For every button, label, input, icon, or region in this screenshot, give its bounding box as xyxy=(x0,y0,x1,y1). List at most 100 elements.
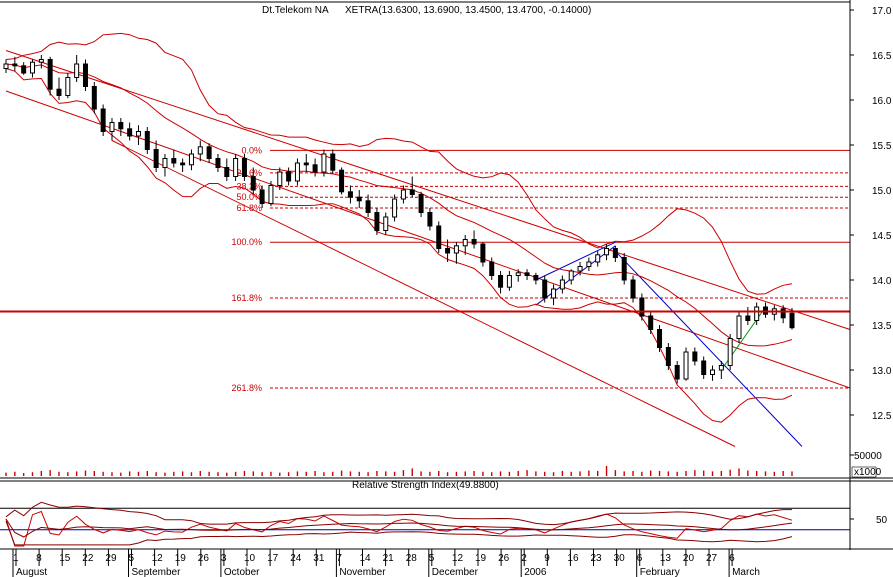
candle-body xyxy=(347,191,353,198)
candle xyxy=(657,325,663,352)
candle xyxy=(180,158,186,172)
band-upper xyxy=(5,32,793,295)
candle-body xyxy=(453,245,459,254)
candle xyxy=(21,62,27,75)
candle-body xyxy=(710,369,716,375)
candle-body xyxy=(577,266,583,272)
day-tick-label: 12 xyxy=(152,553,164,564)
candle-body xyxy=(789,312,795,329)
candle-body xyxy=(701,360,707,375)
candle-body xyxy=(118,122,124,130)
candle-body xyxy=(29,61,35,74)
candle-body xyxy=(82,63,88,87)
candle-body xyxy=(648,315,654,330)
candle xyxy=(692,347,698,366)
candle xyxy=(197,140,203,162)
fib-level-label: 261.8% xyxy=(231,383,262,393)
candle-body xyxy=(312,164,318,173)
candle xyxy=(533,272,539,285)
month-tick-label: February xyxy=(640,567,680,577)
candle xyxy=(144,127,150,154)
candle xyxy=(701,356,707,379)
candle xyxy=(56,77,62,100)
rally-line-blue-upper xyxy=(535,241,616,281)
price-tick-label: 17.0 xyxy=(872,6,892,17)
candle-body xyxy=(383,216,389,231)
day-tick-label: 16 xyxy=(567,553,579,564)
candle-body xyxy=(365,200,371,214)
candle-body xyxy=(100,108,106,132)
price-tick-label: 13.5 xyxy=(872,321,892,332)
candle xyxy=(303,154,309,172)
candle-body xyxy=(277,171,283,186)
candle-body xyxy=(162,158,168,168)
day-tick-label: 26 xyxy=(198,553,210,564)
candle xyxy=(259,185,265,208)
candle xyxy=(188,149,194,171)
candle-body xyxy=(515,272,521,276)
day-tick-label: 24 xyxy=(290,553,302,564)
candle xyxy=(427,208,433,231)
day-tick-label: 17 xyxy=(267,553,279,564)
candle-body xyxy=(171,158,177,164)
day-tick-label: 21 xyxy=(383,553,395,564)
candle xyxy=(524,269,530,280)
candle-body xyxy=(604,248,610,256)
candle-body xyxy=(135,131,141,137)
candle xyxy=(665,343,671,370)
candle xyxy=(551,284,557,306)
rsi-line xyxy=(5,510,793,547)
rsi-panel: 50 xyxy=(0,501,888,547)
fib-level-label: 50.0% xyxy=(236,192,262,202)
candle xyxy=(612,245,618,262)
candle xyxy=(321,149,327,177)
candle xyxy=(453,242,459,264)
candle-body xyxy=(65,77,71,96)
candle-body xyxy=(303,162,309,166)
day-tick-label: 31 xyxy=(313,553,325,564)
candle xyxy=(489,257,495,280)
candle xyxy=(604,244,610,261)
candle xyxy=(745,307,751,325)
chart-quote: XETRA(13.6300, 13.6900, 13.4500, 13.4700… xyxy=(345,5,591,16)
candle-body xyxy=(215,158,221,168)
month-tick-label: November xyxy=(339,567,386,577)
candle xyxy=(233,154,239,181)
rsi-band-lower xyxy=(5,521,793,546)
day-tick-label: 9 xyxy=(544,553,550,564)
candle-body xyxy=(665,347,671,366)
candle-body xyxy=(718,365,724,371)
candle xyxy=(3,59,9,73)
candle xyxy=(47,56,53,96)
candle xyxy=(392,194,398,222)
day-tick-label: 22 xyxy=(82,553,94,564)
candle xyxy=(312,158,318,177)
candle-body xyxy=(489,261,495,276)
rsi-tick-label: 50 xyxy=(876,515,888,526)
candle xyxy=(515,269,521,282)
candle xyxy=(38,55,44,69)
candle xyxy=(91,82,97,114)
day-tick-label: 26 xyxy=(498,553,510,564)
candle-body xyxy=(374,212,380,231)
month-tick-label: August xyxy=(16,567,47,577)
day-tick-label: 6 xyxy=(637,553,643,564)
day-tick-label: 5 xyxy=(429,553,435,564)
day-tick-label: 2 xyxy=(521,553,527,564)
day-tick-label: 8 xyxy=(36,553,42,564)
candle-body xyxy=(409,189,415,195)
candle-body xyxy=(144,131,150,150)
candle-body xyxy=(74,63,80,78)
candle xyxy=(621,253,627,285)
candle xyxy=(171,149,177,168)
candle-body xyxy=(745,315,751,321)
candle-body xyxy=(418,194,424,213)
candle-body xyxy=(268,185,274,204)
panel-frames xyxy=(0,0,893,550)
candle-body xyxy=(12,63,18,67)
candle-body xyxy=(197,146,203,155)
candle-body xyxy=(294,162,300,182)
day-tick-label: 10 xyxy=(244,553,256,564)
candle xyxy=(577,262,583,276)
candle-body xyxy=(180,162,186,166)
